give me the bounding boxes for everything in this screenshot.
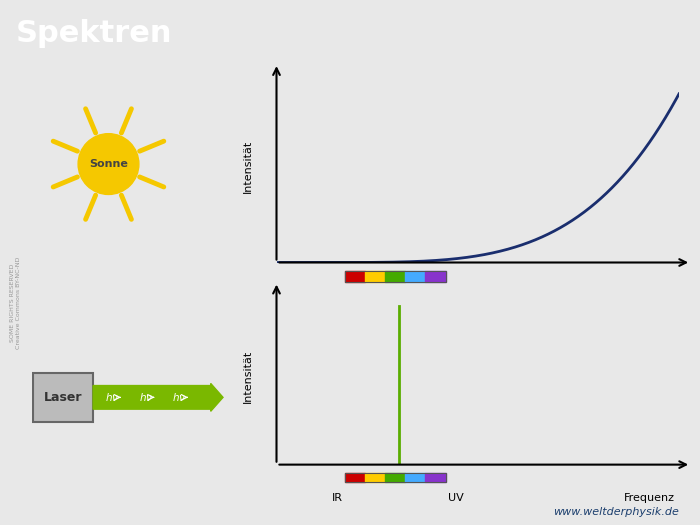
Bar [405, 271, 426, 281]
Text: www.weltderphysik.de: www.weltderphysik.de [553, 507, 679, 517]
Text: Intensität: Intensität [244, 350, 253, 403]
Text: $h\nu$: $h\nu$ [105, 391, 119, 403]
Text: $h\nu$: $h\nu$ [172, 391, 186, 403]
Bar [426, 271, 446, 281]
Text: Laser: Laser [43, 391, 82, 404]
FancyArrow shape [93, 383, 223, 411]
Circle shape [78, 134, 139, 194]
Bar [345, 271, 446, 281]
Text: Frequenz: Frequenz [624, 493, 675, 503]
FancyBboxPatch shape [33, 373, 93, 422]
Text: IR: IR [332, 293, 343, 303]
Text: UV: UV [447, 293, 463, 303]
Bar [365, 472, 385, 482]
Bar [365, 271, 385, 281]
Text: Spektren: Spektren [15, 19, 172, 48]
Text: UV: UV [447, 493, 463, 503]
Bar [385, 472, 405, 482]
Bar [345, 472, 446, 482]
Bar [345, 472, 365, 482]
Text: Sonne: Sonne [89, 159, 128, 169]
Bar [426, 472, 446, 482]
Text: $h\nu$: $h\nu$ [139, 391, 153, 403]
Text: Intensität: Intensität [244, 140, 253, 193]
Text: IR: IR [332, 493, 343, 503]
Bar [405, 472, 426, 482]
Text: SOME RIGHTS RESERVED
Creative Commons BY-NC-ND: SOME RIGHTS RESERVED Creative Commons BY… [10, 257, 21, 349]
Bar [345, 271, 365, 281]
Bar [385, 271, 405, 281]
Text: Frequenz: Frequenz [624, 293, 675, 303]
